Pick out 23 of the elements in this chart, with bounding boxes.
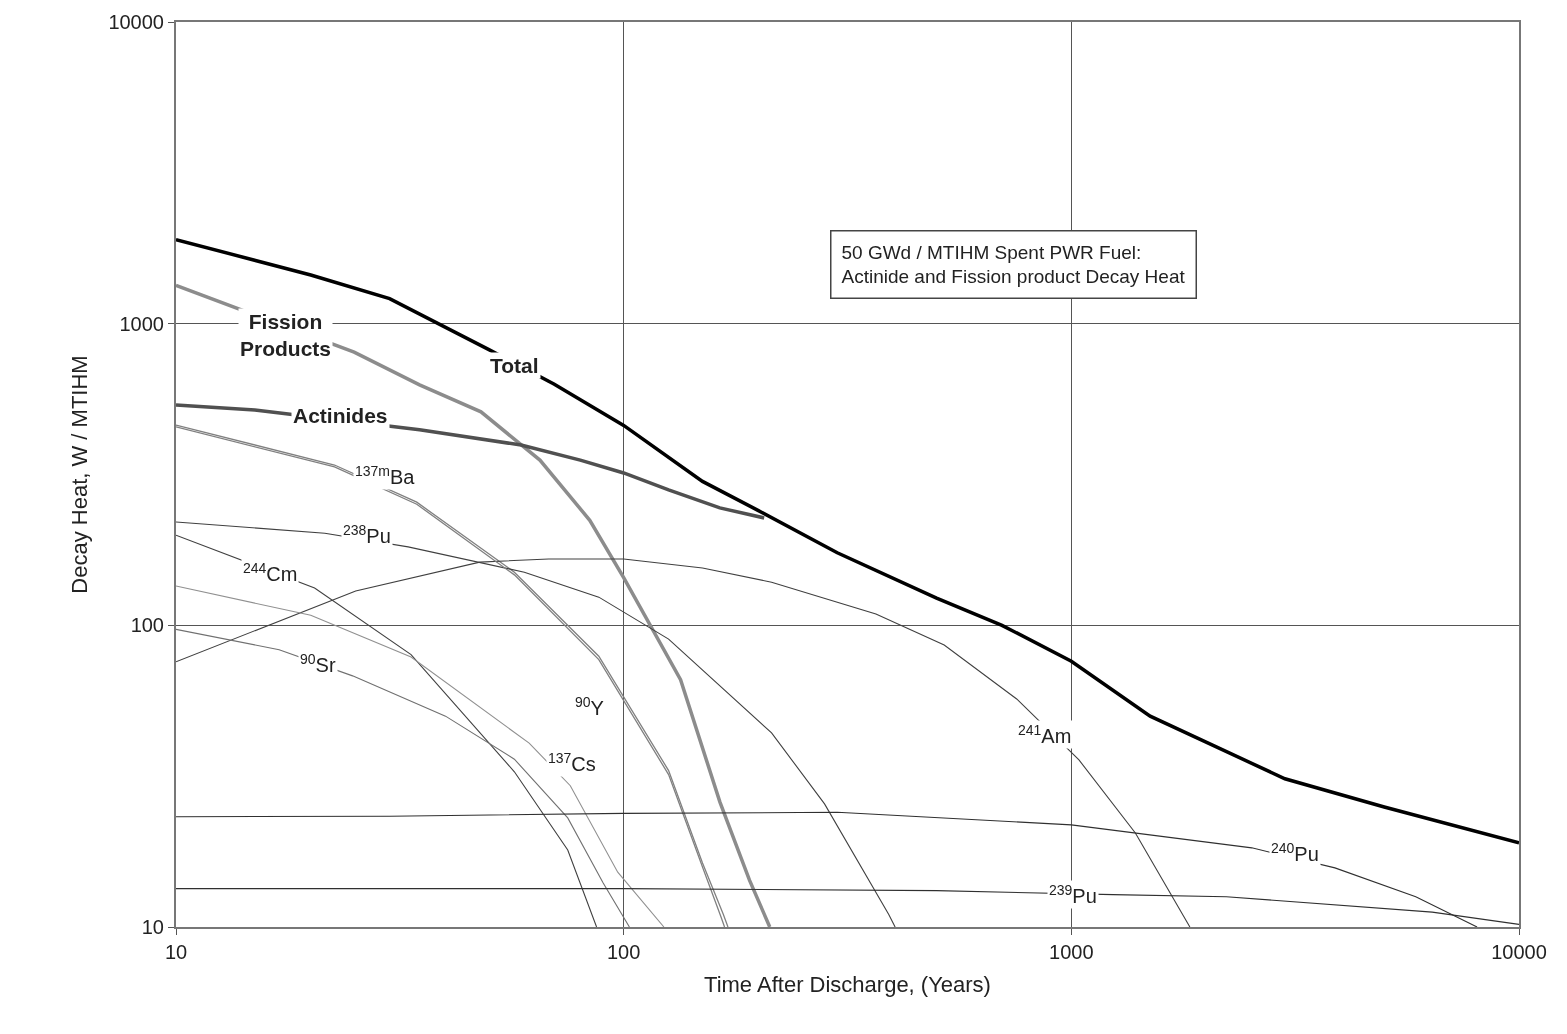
x-axis-title: Time After Discharge, (Years): [704, 972, 991, 998]
y-tick-label: 100: [130, 614, 164, 637]
y-tick-label: 10000: [108, 11, 164, 33]
x-tick-label: 10000: [1491, 941, 1547, 963]
y-tick-label: 10: [141, 916, 164, 938]
series-label: $^{137}$Cs: [548, 750, 596, 776]
y-tick-label: 1000: [119, 312, 164, 335]
series-label: Actinides: [293, 404, 388, 427]
series-label: Total: [490, 354, 539, 377]
series-label: Fission Products: [240, 310, 332, 361]
annotation: 50 GWd / MTIHM Spent PWR Fuel: Actinide and Fission product Decay Heat: [841, 241, 1186, 288]
series-label: $^{90}$Sr: [300, 651, 336, 677]
x-tick-label: 100: [606, 941, 641, 963]
y-axis-title: Decay Heat, W / MTIHM: [66, 355, 92, 594]
series-label: $^{240}$Pu: [1271, 840, 1319, 866]
series-label: $^{244}$Cm: [243, 560, 298, 586]
series-label: $^{239}$Pu: [1049, 882, 1097, 908]
x-tick-label: 1000: [1049, 941, 1094, 963]
x-tick-label: 10: [164, 941, 188, 963]
series-label: $^{238}$Pu: [343, 522, 391, 548]
series-label: $^{241}$Am: [1018, 722, 1072, 748]
series-label: $^{137m}$Ba: [355, 463, 416, 489]
series-label: $^{90}$Y: [575, 694, 604, 720]
